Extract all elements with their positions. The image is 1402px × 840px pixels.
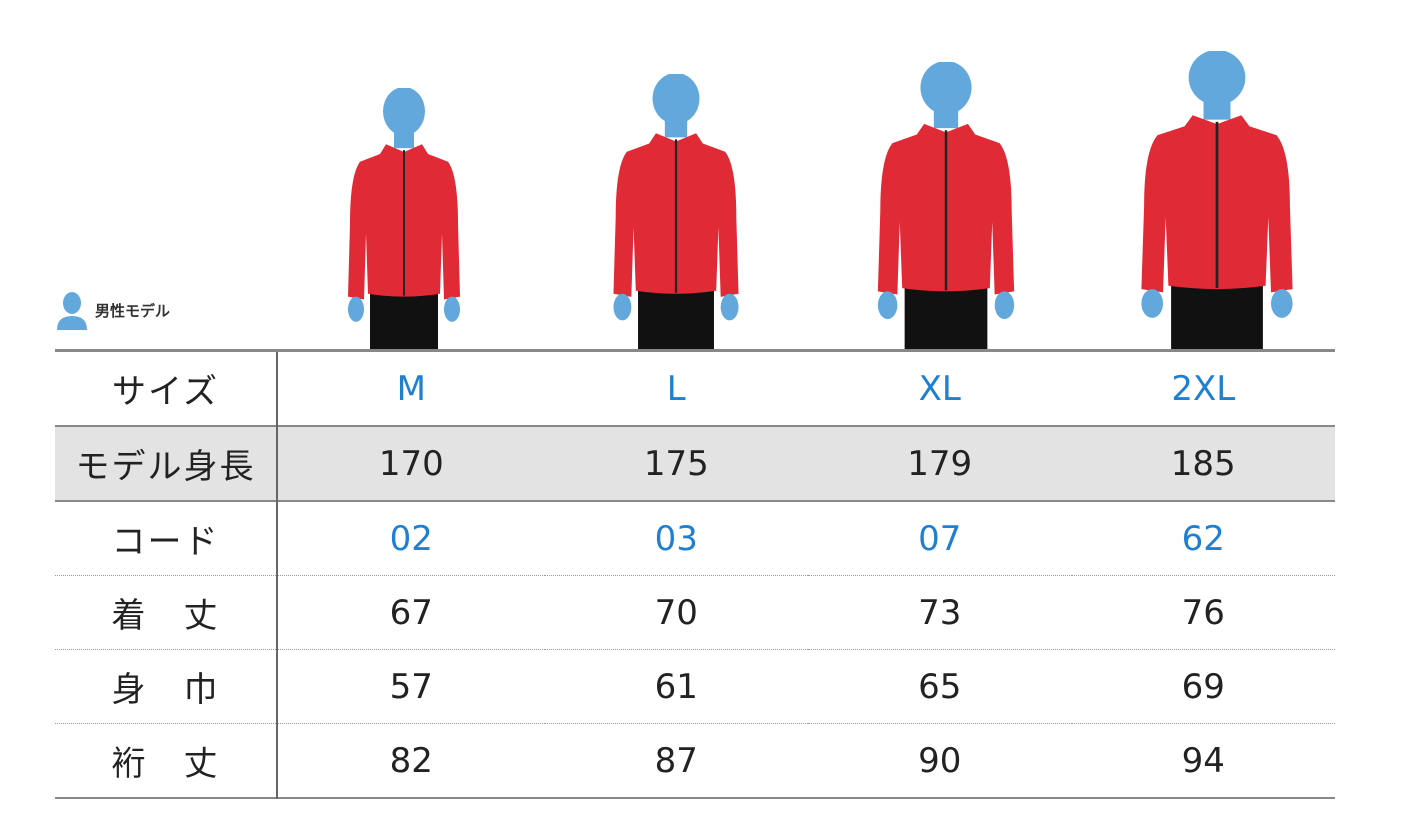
row-label: モデル身長 xyxy=(55,426,278,501)
legend-label: 男性モデル xyxy=(95,301,171,320)
cell: 82 xyxy=(389,740,433,781)
cell: L xyxy=(666,368,686,409)
model-figure-m xyxy=(347,88,461,350)
cell: 67 xyxy=(389,592,433,633)
cell: 87 xyxy=(654,740,698,781)
model-figure-xl xyxy=(876,62,1016,350)
row-label: 着 丈 xyxy=(55,575,278,650)
cell: 61 xyxy=(654,666,698,707)
cell: 02 xyxy=(389,518,433,559)
model-figure-l xyxy=(612,74,740,350)
cell: 175 xyxy=(643,443,709,484)
cell: 90 xyxy=(918,740,962,781)
cell: 185 xyxy=(1170,443,1236,484)
cell: 69 xyxy=(1181,666,1225,707)
cell: 76 xyxy=(1181,592,1225,633)
table-row-model-height: モデル身長 170 175 179 185 xyxy=(55,426,1335,501)
cell: M xyxy=(396,368,426,409)
cell: 65 xyxy=(918,666,962,707)
cell: 07 xyxy=(918,518,962,559)
table-row-width: 身 巾 57 61 65 69 xyxy=(55,649,1335,724)
row-label: 身 巾 xyxy=(55,649,278,724)
table-row-sleeve: 裄 丈 82 87 90 94 xyxy=(55,723,1335,798)
row-label: サイズ xyxy=(55,350,278,426)
person-icon xyxy=(57,292,87,330)
row-label: コード xyxy=(55,501,278,576)
size-table: サイズ M L XL 2XL モデル身長 170 175 179 185 コード… xyxy=(55,349,1335,799)
table-row-size: サイズ M L XL 2XL xyxy=(55,350,1335,426)
cell: 03 xyxy=(654,518,698,559)
model-figure-2xl xyxy=(1140,51,1294,350)
cell: 2XL xyxy=(1171,368,1236,409)
table-row-length: 着 丈 67 70 73 76 xyxy=(55,575,1335,650)
cell: 73 xyxy=(918,592,962,633)
row-label: 裄 丈 xyxy=(55,723,278,798)
cell: 94 xyxy=(1181,740,1225,781)
cell: 57 xyxy=(389,666,433,707)
table-row-code: コード 02 03 07 62 xyxy=(55,501,1335,576)
cell: 70 xyxy=(654,592,698,633)
cell: 179 xyxy=(907,443,973,484)
cell: 170 xyxy=(378,443,444,484)
legend: 男性モデル xyxy=(55,290,170,330)
cell: XL xyxy=(918,368,961,409)
cell: 62 xyxy=(1181,518,1225,559)
